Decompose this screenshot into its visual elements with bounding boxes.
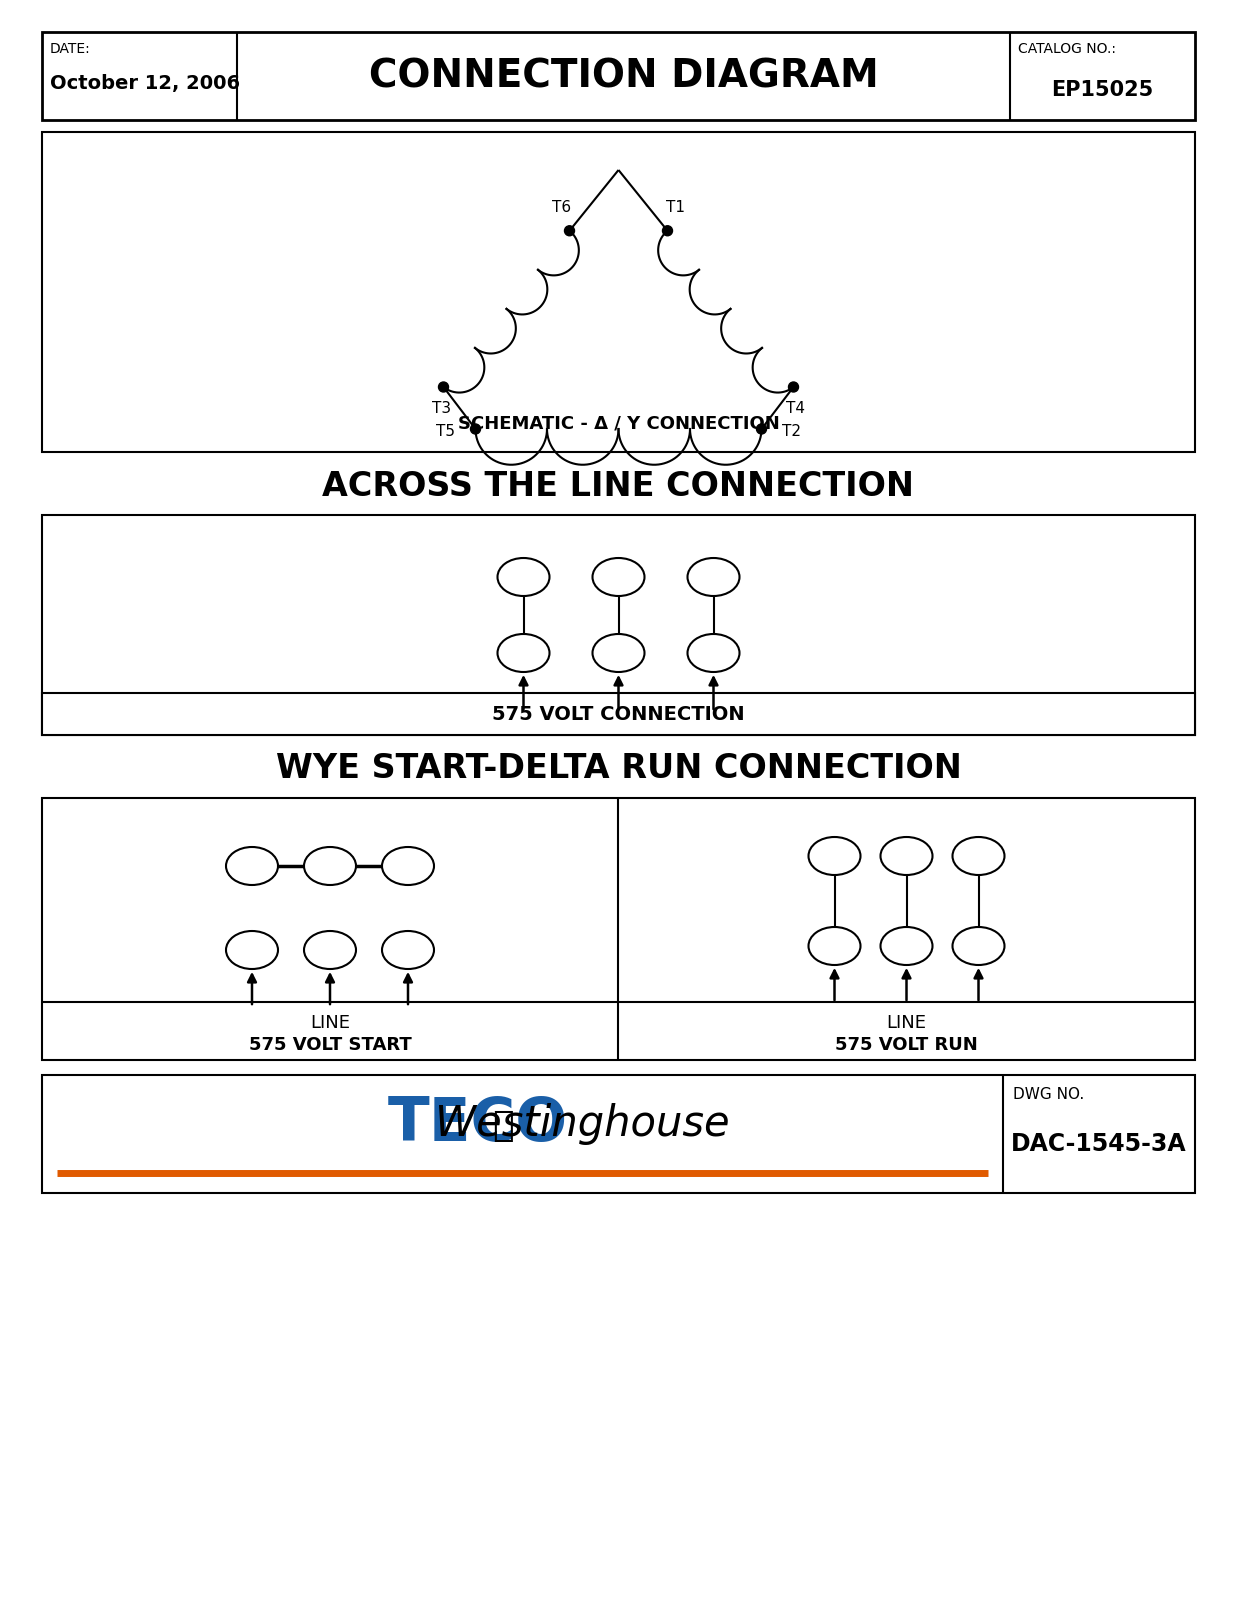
Circle shape xyxy=(470,424,480,434)
Text: DWG NO.: DWG NO. xyxy=(1013,1086,1085,1102)
Ellipse shape xyxy=(952,837,1004,875)
Text: LINE: LINE xyxy=(310,1014,350,1032)
Ellipse shape xyxy=(881,926,933,965)
Ellipse shape xyxy=(809,926,861,965)
Text: ⓦ: ⓦ xyxy=(491,1109,513,1142)
Bar xyxy=(42,693,1195,734)
Text: T1: T1 xyxy=(666,200,685,214)
Text: ACROSS THE LINE CONNECTION: ACROSS THE LINE CONNECTION xyxy=(323,469,914,502)
Ellipse shape xyxy=(688,558,740,595)
Text: CATALOG NO.:: CATALOG NO.: xyxy=(1018,42,1116,56)
Text: T1: T1 xyxy=(826,939,844,954)
Text: EP15025: EP15025 xyxy=(1051,80,1154,99)
Ellipse shape xyxy=(226,931,278,970)
Text: T1: T1 xyxy=(515,646,532,659)
Ellipse shape xyxy=(952,926,1004,965)
Text: 575 VOLT RUN: 575 VOLT RUN xyxy=(835,1037,978,1054)
Text: T4: T4 xyxy=(898,850,915,862)
Text: T2: T2 xyxy=(610,646,627,659)
Text: T2: T2 xyxy=(782,424,800,438)
Text: TECO: TECO xyxy=(387,1094,568,1154)
Bar xyxy=(42,32,1195,120)
Text: T6: T6 xyxy=(826,850,844,862)
Bar xyxy=(42,133,1195,451)
Ellipse shape xyxy=(497,558,549,595)
Text: T2: T2 xyxy=(322,942,339,957)
Circle shape xyxy=(757,424,767,434)
Ellipse shape xyxy=(881,837,933,875)
Text: T5: T5 xyxy=(437,424,455,438)
Text: SCHEMATIC - Δ / Y CONNECTION: SCHEMATIC - Δ / Y CONNECTION xyxy=(458,414,779,434)
Ellipse shape xyxy=(304,846,356,885)
Text: T3: T3 xyxy=(400,942,417,957)
Ellipse shape xyxy=(382,931,434,970)
Text: T2: T2 xyxy=(898,939,915,954)
Ellipse shape xyxy=(688,634,740,672)
Text: Westinghouse: Westinghouse xyxy=(435,1102,730,1146)
Text: T3: T3 xyxy=(970,939,987,954)
Ellipse shape xyxy=(226,846,278,885)
Text: October 12, 2006: October 12, 2006 xyxy=(49,74,240,93)
Text: T6: T6 xyxy=(515,570,532,584)
Bar xyxy=(42,798,1195,1059)
Text: DATE:: DATE: xyxy=(49,42,90,56)
Text: T5: T5 xyxy=(400,859,417,874)
Circle shape xyxy=(438,382,449,392)
Text: T6: T6 xyxy=(244,859,261,874)
Circle shape xyxy=(663,226,673,235)
Text: T4: T4 xyxy=(785,402,805,416)
Circle shape xyxy=(564,226,574,235)
Ellipse shape xyxy=(593,634,644,672)
Ellipse shape xyxy=(809,837,861,875)
Text: T4: T4 xyxy=(322,859,339,874)
Text: DAC-1545-3A: DAC-1545-3A xyxy=(1011,1133,1186,1155)
Text: T4: T4 xyxy=(610,570,627,584)
Ellipse shape xyxy=(304,931,356,970)
Ellipse shape xyxy=(593,558,644,595)
Bar xyxy=(42,515,1195,734)
Text: WYE START-DELTA RUN CONNECTION: WYE START-DELTA RUN CONNECTION xyxy=(276,752,961,786)
Text: T3: T3 xyxy=(705,646,722,659)
Text: T5: T5 xyxy=(970,850,987,862)
Text: 575 VOLT START: 575 VOLT START xyxy=(249,1037,412,1054)
Ellipse shape xyxy=(497,634,549,672)
Text: T5: T5 xyxy=(705,570,722,584)
Text: LINE: LINE xyxy=(887,1014,927,1032)
Text: T6: T6 xyxy=(552,200,571,214)
Text: T3: T3 xyxy=(432,402,452,416)
Ellipse shape xyxy=(382,846,434,885)
Text: CONNECTION DIAGRAM: CONNECTION DIAGRAM xyxy=(369,58,878,94)
Circle shape xyxy=(788,382,799,392)
Text: T1: T1 xyxy=(244,942,261,957)
Text: 575 VOLT CONNECTION: 575 VOLT CONNECTION xyxy=(492,704,745,723)
Bar xyxy=(42,1075,1195,1194)
